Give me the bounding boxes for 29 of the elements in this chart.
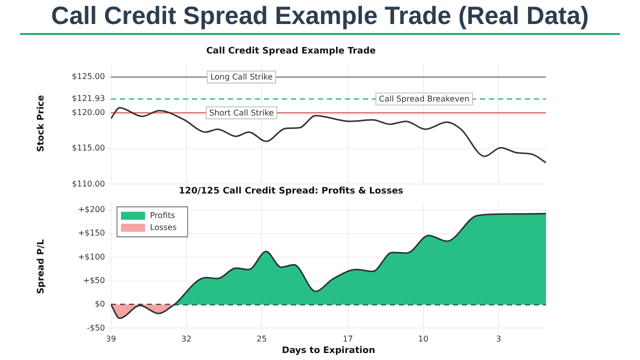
y-tick-label: $120.00 — [72, 108, 105, 117]
ref-line-label: Short Call Strike — [209, 108, 274, 118]
x-axis-title: Days to Expiration — [282, 346, 376, 356]
y-tick-label: +$50 — [83, 276, 105, 285]
y-tick-label: +$200 — [78, 204, 105, 214]
line-series — [111, 107, 546, 164]
ref-line-label: Long Call Strike — [210, 72, 273, 82]
y-tick-label: +$100 — [78, 252, 105, 262]
y-tick-label: -$50 — [86, 323, 105, 332]
x-tick-label: 25 — [256, 334, 267, 344]
y-tick-label: $125.00 — [72, 72, 105, 82]
legend-label: Profits — [150, 210, 176, 220]
y-tick-label: $0 — [94, 300, 105, 309]
ref-line-label: Call Spread Breakeven — [378, 94, 470, 104]
chart-title: Call Credit Spread Example Trade — [206, 46, 376, 57]
y-tick-label: $115.00 — [72, 144, 105, 153]
x-tick-label: 17 — [342, 334, 353, 344]
y-tick-label: +$150 — [78, 228, 105, 238]
y-tick-label: $110.00 — [72, 179, 105, 188]
y-axis-title: Spread P/L — [36, 239, 47, 294]
chart-title: 120/125 Call Credit Spread: Profits & Losses — [178, 186, 404, 197]
x-tick-label: 39 — [106, 334, 116, 344]
x-tick-label: 32 — [181, 334, 192, 344]
y-tick-label: $121.93 — [72, 94, 105, 104]
x-tick-label: 10 — [418, 334, 428, 344]
legend-label: Losses — [150, 222, 177, 232]
x-tick-label: 3 — [496, 334, 502, 344]
text: Call Credit Spread Example Trade (Real Data) — [20, 2, 620, 35]
y-axis-title: Stock Price — [36, 95, 47, 152]
